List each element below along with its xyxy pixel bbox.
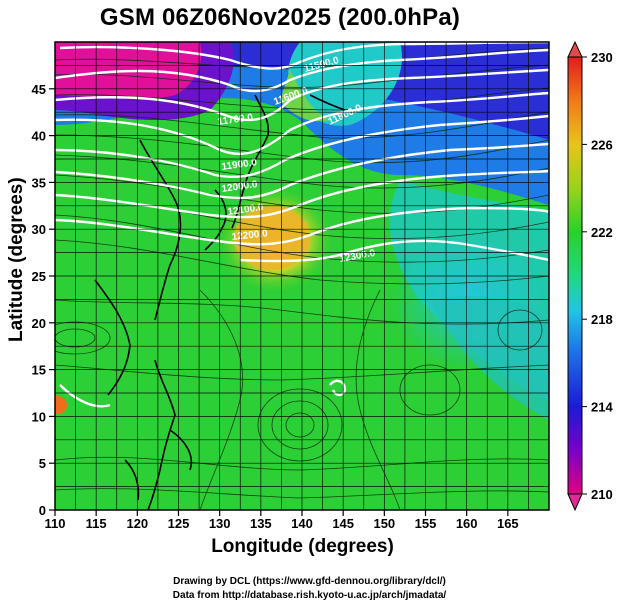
y-tick-label: 35 bbox=[32, 175, 46, 190]
plot-title: GSM 06Z06Nov2025 (200.0hPa) bbox=[99, 4, 461, 31]
x-tick-label: 130 bbox=[209, 516, 231, 531]
height-contours bbox=[55, 42, 549, 408]
x-tick-label: 145 bbox=[332, 516, 354, 531]
colorbar-tick-label: 214 bbox=[591, 400, 613, 415]
y-tick-label: 30 bbox=[32, 222, 46, 237]
y-tick-label: 10 bbox=[32, 409, 46, 424]
contour-label: 11900.0 bbox=[221, 157, 258, 173]
colorbar-tick-label: 210 bbox=[591, 487, 613, 502]
colorbar-tick-label: 218 bbox=[591, 312, 613, 327]
credit-data: Data from http://database.rish.kyoto-u.a… bbox=[172, 590, 447, 601]
x-axis-ticks: 110 115 120 125 130 135 140 145 150 155 160 165 bbox=[45, 510, 519, 531]
y-tick-label: 20 bbox=[32, 316, 46, 331]
colorbar-bottom-arrow bbox=[567, 493, 583, 512]
contour-label: 11700.0 bbox=[217, 112, 254, 128]
contour-label: 12000.0 bbox=[221, 179, 259, 195]
colorbar-ticks: 230 226 222 218 214 210 bbox=[582, 50, 613, 502]
colorbar: 230 226 222 218 214 210 bbox=[567, 40, 613, 512]
y-axis-ticks: 0 5 10 15 20 25 30 35 40 45 bbox=[32, 82, 55, 518]
coastlines bbox=[94, 94, 346, 510]
x-tick-label: 120 bbox=[126, 516, 148, 531]
y-tick-label: 40 bbox=[32, 129, 46, 144]
x-tick-label: 125 bbox=[168, 516, 190, 531]
grid-lines bbox=[54, 41, 550, 511]
x-tick-label: 115 bbox=[86, 516, 107, 531]
x-tick-label: 140 bbox=[291, 516, 313, 531]
y-tick-label: 5 bbox=[39, 456, 46, 471]
x-tick-label: 110 bbox=[45, 516, 66, 531]
colorbar-tick-label: 222 bbox=[591, 225, 613, 240]
x-tick-label: 165 bbox=[497, 516, 519, 531]
x-axis-label: Longitude (degrees) bbox=[211, 536, 394, 557]
x-tick-label: 155 bbox=[415, 516, 437, 531]
y-tick-label: 45 bbox=[32, 82, 46, 97]
x-tick-label: 160 bbox=[456, 516, 478, 531]
y-tick-label: 25 bbox=[32, 269, 46, 284]
credit-drawing: Drawing by DCL (https://www.gfd-dennou.o… bbox=[173, 576, 446, 587]
x-tick-label: 135 bbox=[250, 516, 272, 531]
y-tick-label: 15 bbox=[32, 363, 46, 378]
x-tick-label: 150 bbox=[373, 516, 395, 531]
colorbar-tick-label: 230 bbox=[591, 50, 613, 65]
y-tick-label: 0 bbox=[39, 503, 46, 518]
colorbar-tick-label: 226 bbox=[591, 137, 613, 152]
colorbar-gradient bbox=[567, 56, 583, 495]
colorbar-top-arrow bbox=[567, 40, 583, 58]
